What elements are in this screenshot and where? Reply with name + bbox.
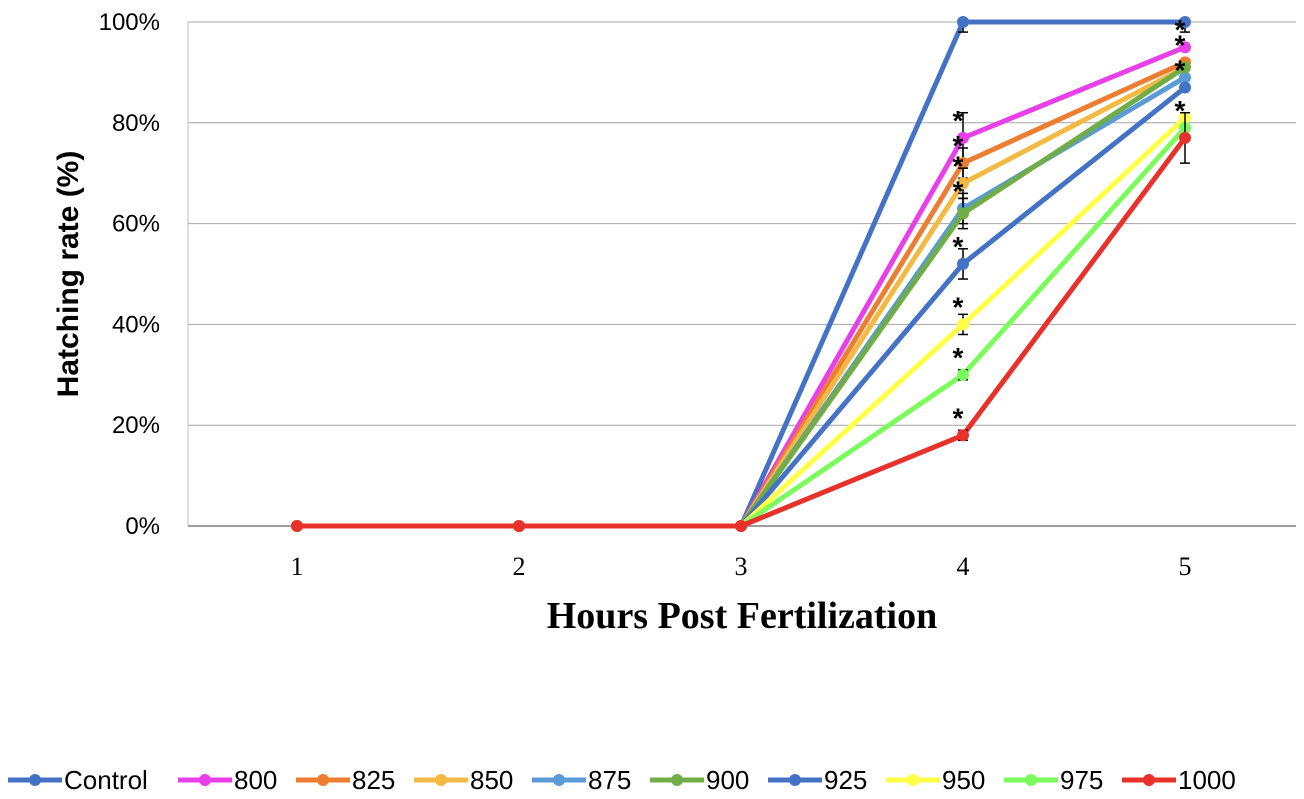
legend-item-875: 875 [532,765,631,795]
legend-item-control: Control [8,765,148,795]
legend-marker [553,774,565,786]
legend-marker [1143,774,1155,786]
x-tick-label: 1 [291,552,304,581]
significance-marker: * [953,150,964,181]
data-point [1179,41,1191,54]
legend-label: 850 [470,765,513,795]
series-line [297,65,1187,529]
x-tick-label: 2 [513,552,526,581]
legend-item-925: 925 [768,765,867,795]
legend-marker [907,774,919,786]
data-point [957,429,969,442]
legend-item-975: 975 [1004,765,1103,795]
data-point [1179,81,1191,94]
x-axis-title: Hours Post Fertilization [547,595,937,637]
legend-label: 800 [234,765,277,795]
legend-label: 825 [352,765,395,795]
y-tick-label: 20% [112,412,160,439]
data-point [513,520,525,532]
x-tick-label: 3 [735,552,748,581]
data-point [957,177,969,190]
legend-marker [435,774,447,786]
series-line [297,60,1187,529]
significance-marker: * [1175,95,1186,126]
data-point [957,368,969,381]
legend-item-1000: 1000 [1122,765,1236,795]
legend-label: 1000 [1178,765,1236,795]
x-tick-label: 4 [957,552,970,581]
significance-marker: * [953,402,964,433]
legend-marker [789,774,801,786]
series-line [297,126,1187,529]
legend-marker [317,774,329,786]
legend-label: 875 [588,765,631,795]
axes: 0% 20% 40% 60% 80% 100% 1 2 3 4 5 [99,9,1296,581]
series-800 [291,41,1191,532]
data-point [291,520,303,532]
data-point [957,207,969,220]
data-point [957,16,969,28]
y-tick-label: 60% [112,211,160,238]
axis-labels: Hatching rate (%) Hours Post Fertilizati… [52,151,937,637]
legend-item-900: 900 [650,765,749,795]
legend-item-950: 950 [886,765,985,795]
x-tick-label: 5 [1179,552,1192,581]
y-tick-label: 100% [99,9,160,36]
series-875 [291,71,1191,532]
data-point [735,520,747,532]
data-point [957,131,969,144]
data-point [957,157,969,170]
significance-marker: * [953,291,964,322]
legend-item-850: 850 [414,765,513,795]
y-axis-title: Hatching rate (%) [52,151,85,398]
legend-label: 925 [824,765,867,795]
significance-marker: * [1175,55,1186,86]
significance-marker: * [1175,14,1186,45]
legend-label: 950 [942,765,985,795]
legend-item-825: 825 [296,765,395,795]
y-tick-label: 80% [112,110,160,137]
significance-marker: * [953,342,964,373]
data-point [957,318,969,331]
legend: Control 800 825 850 875 900 925 950 975 1000 [8,765,1236,795]
significance-marker: * [953,175,964,206]
legend-label: 975 [1060,765,1103,795]
series-950 [291,111,1191,532]
series-line [297,44,1186,529]
legend-label: Control [64,765,148,795]
series-825 [291,56,1191,532]
legend-marker [199,774,211,786]
gridlines [188,21,1296,426]
significance-marker: * [1175,29,1186,60]
significance-marker: * [953,105,964,136]
series-850 [291,61,1191,532]
legend-marker [29,774,41,786]
significance-marker: * [953,231,964,262]
series-975 [291,121,1191,532]
legend-marker [671,774,683,786]
legend-marker [1025,774,1037,786]
series-line [297,115,1187,529]
legend-item-800: 800 [178,765,277,795]
data-point [1179,16,1191,28]
legend-label: 900 [706,765,749,795]
data-point [957,257,969,270]
y-tick-label: 0% [125,513,160,540]
significance-marker: * [953,130,964,161]
data-point [1179,71,1191,84]
series-lines: ************ [291,14,1191,532]
series-1000 [291,111,1191,532]
data-point [1179,61,1191,74]
series-line [297,75,1187,529]
data-point [1179,131,1191,144]
y-tick-label: 40% [112,311,160,338]
